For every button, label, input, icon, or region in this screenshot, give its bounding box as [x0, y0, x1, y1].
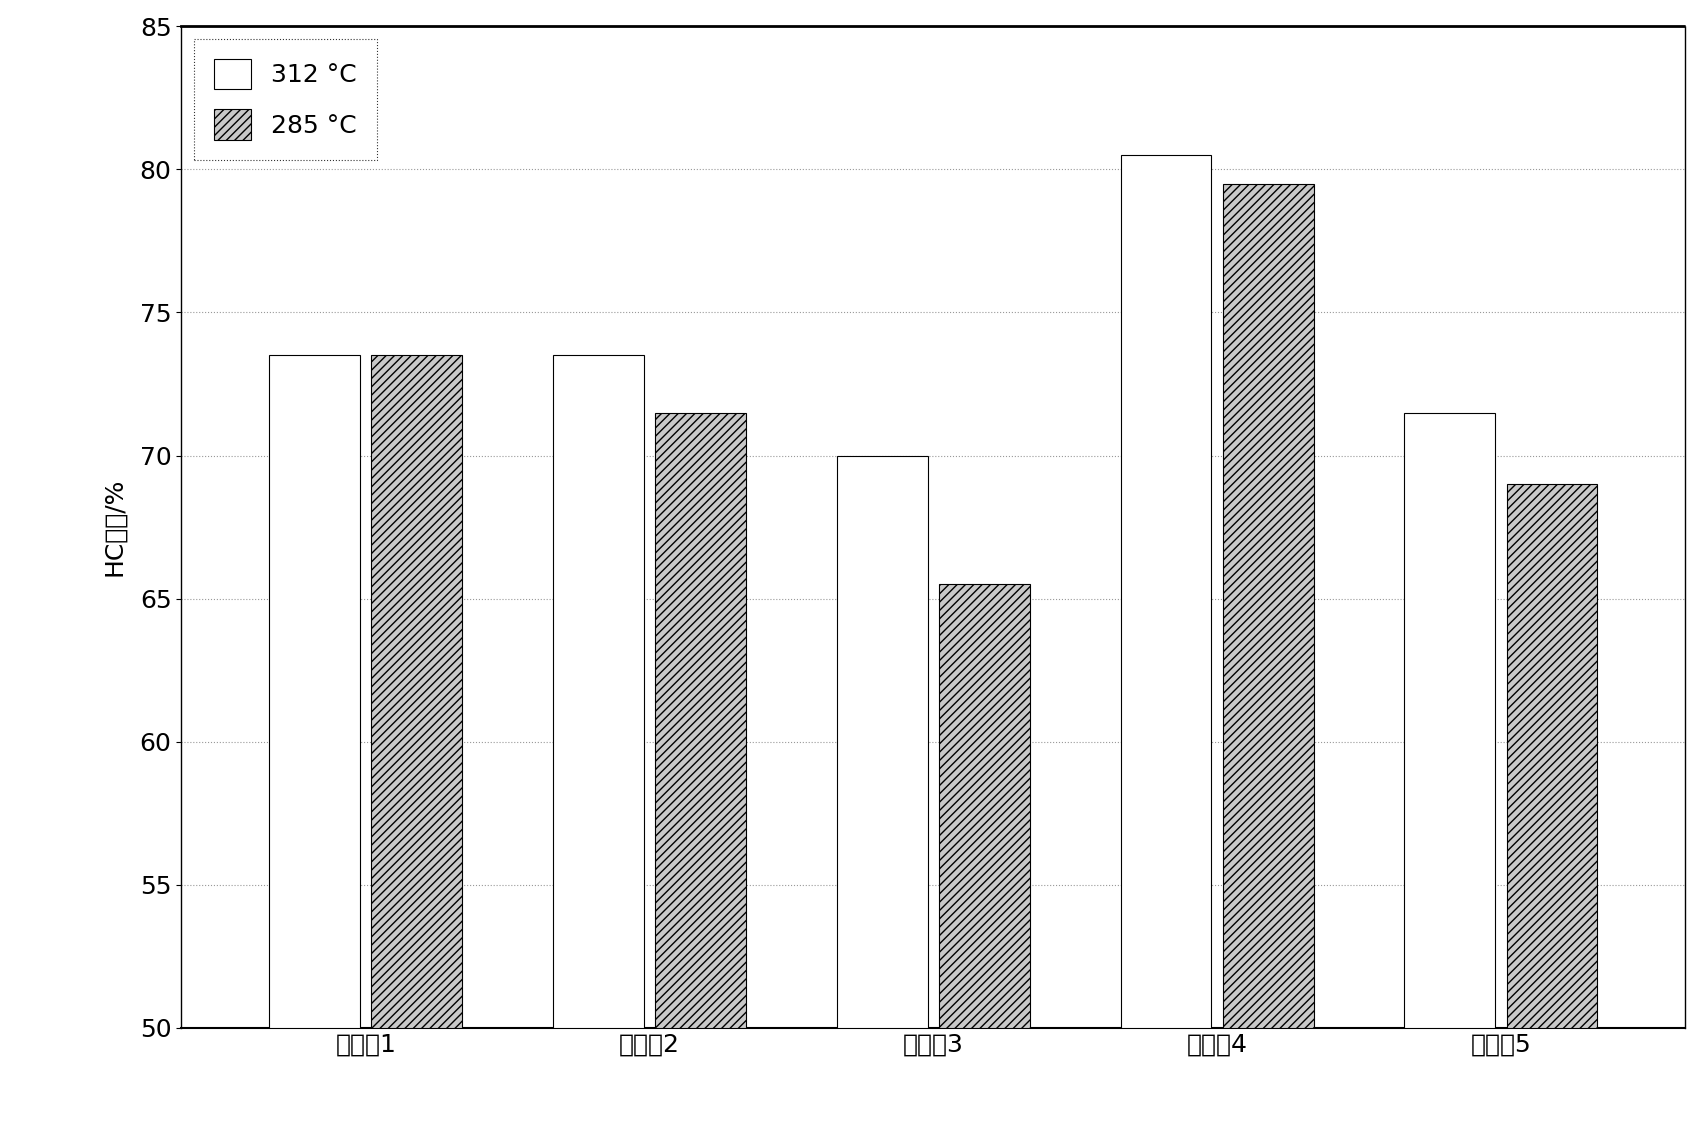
Bar — [655, 412, 745, 1028]
Legend: 312 °C, 285 °C: 312 °C, 285 °C — [194, 38, 376, 159]
Bar — [1222, 183, 1314, 1028]
Bar — [940, 584, 1030, 1028]
Bar — [1120, 155, 1212, 1028]
Bar — [1404, 412, 1494, 1028]
Bar — [269, 355, 361, 1028]
Bar — [837, 455, 928, 1028]
Bar — [553, 355, 643, 1028]
Bar — [371, 355, 463, 1028]
Bar — [1506, 484, 1598, 1028]
Y-axis label: HC效率/%: HC效率/% — [102, 478, 126, 576]
